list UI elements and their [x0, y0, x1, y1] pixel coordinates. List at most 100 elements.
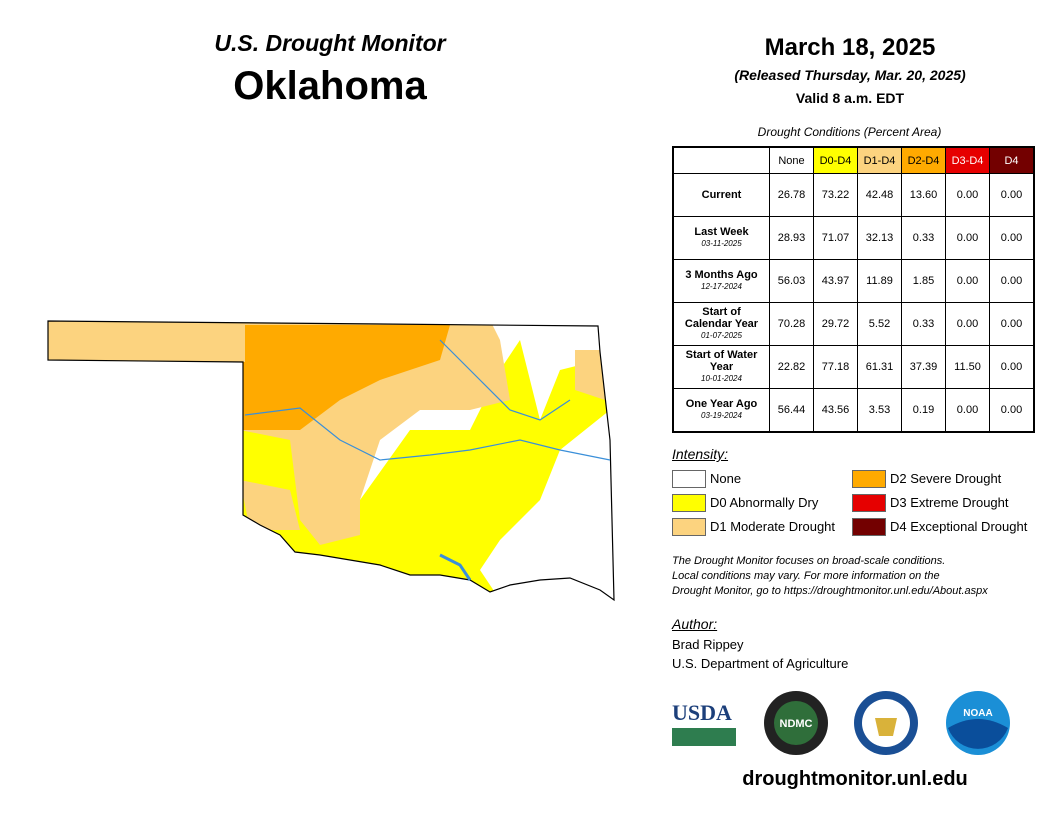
table-row: 3 Months Ago 12-17-2024 56.03 43.97 11.89 1.8… — [672, 259, 1035, 303]
ndmc-logo: NDMC — [764, 691, 828, 755]
cell-value: 0.00 — [989, 302, 1035, 346]
cell-value: 0.00 — [945, 259, 990, 303]
river — [439, 339, 571, 421]
usda-text: USDA — [672, 700, 732, 725]
note-line: The Drought Monitor focuses on broad-sca… — [672, 555, 946, 567]
table-row: Start of Calendar Year 01-07-2025 70.28 29.… — [672, 302, 1035, 346]
cell-value: 28.93 — [769, 216, 814, 260]
column-header: D0-D4 — [813, 146, 858, 174]
cell-value: 0.00 — [989, 345, 1035, 389]
cell-value: 77.18 — [813, 345, 858, 389]
cell-value: 56.44 — [769, 388, 814, 433]
cell-value: 0.33 — [901, 216, 946, 260]
author-org: U.S. Department of Agriculture — [672, 656, 849, 671]
legend-swatch — [852, 518, 886, 536]
row-label: Start of Calendar Year 01-07-2025 — [672, 302, 770, 346]
blank-cell — [673, 147, 770, 174]
cell-value: 0.19 — [901, 388, 946, 433]
row-date: 03-11-2025 — [701, 239, 742, 248]
seal-shield — [875, 718, 897, 736]
row-name: 3 Months Ago — [685, 269, 758, 281]
cell-value: 71.07 — [813, 216, 858, 260]
cell-value: 11.50 — [945, 345, 990, 389]
cell-value: 0.00 — [945, 388, 990, 433]
ndmc-text: NDMC — [780, 718, 813, 730]
legend-title: Intensity: — [672, 446, 729, 462]
usda-band — [672, 728, 736, 746]
cell-value: 0.00 — [989, 216, 1035, 260]
row-label: Current — [672, 173, 770, 217]
conditions-table: None D0-D4 D1-D4 D2-D4 D3-D4 D4 Current 26.78 73… — [672, 146, 1035, 433]
column-header: None — [769, 146, 814, 174]
author-name: Brad Rippey — [672, 637, 744, 652]
row-name: One Year Ago — [685, 398, 758, 410]
valid: Valid 8 a.m. EDT — [795, 90, 905, 106]
ndmc-center — [774, 701, 818, 745]
cell-value: 0.00 — [945, 216, 990, 260]
cell-value: 5.52 — [857, 302, 902, 346]
row-date: 01-07-2025 — [701, 331, 742, 340]
noaa-logo: NOAA — [946, 691, 1010, 755]
author-title: Author: — [672, 616, 718, 632]
cell-value: 70.28 — [769, 302, 814, 346]
legend-label: D2 Severe Drought — [890, 471, 1002, 486]
table-row: Last Week 03-11-2025 28.93 71.07 32.13 0.33 0.… — [672, 216, 1035, 260]
cell-value: 0.33 — [901, 302, 946, 346]
footer-url: droughtmonitor.unl.edu — [742, 768, 968, 790]
area-d1 — [240, 480, 300, 530]
cell-value: 29.72 — [813, 302, 858, 346]
note: The Drought Monitor focuses on broad-sca… — [672, 554, 988, 599]
cell-value: 56.03 — [769, 259, 814, 303]
area-d1 — [575, 350, 605, 400]
legend-swatch — [852, 470, 886, 488]
state: Oklahoma — [233, 64, 427, 108]
river — [244, 407, 611, 461]
map — [47, 320, 615, 602]
cell-value: 42.48 — [857, 173, 902, 217]
usda-logo: USDA — [672, 700, 736, 748]
column-header: D3-D4 — [945, 146, 990, 174]
cell-value: 11.89 — [857, 259, 902, 303]
legend-swatch — [672, 494, 706, 512]
area-d1 — [48, 321, 245, 362]
row-label: 3 Months Ago 12-17-2024 — [672, 259, 770, 303]
row-name: Current — [701, 189, 742, 201]
cell-value: 73.22 — [813, 173, 858, 217]
cell-value: 0.00 — [989, 388, 1035, 433]
legend-label: None — [710, 471, 742, 486]
table-caption: Drought Conditions (Percent Area) — [757, 125, 942, 139]
header-row: None D0-D4 D1-D4 D2-D4 D3-D4 D4 — [673, 146, 1035, 174]
row-name: Start of Water Year — [685, 349, 758, 373]
legend-label: D0 Abnormally Dry — [710, 495, 819, 510]
column-header: D4 — [989, 146, 1035, 174]
row-name: Start of Calendar Year — [684, 306, 759, 330]
drought-areas — [48, 321, 614, 600]
cell-value: 13.60 — [901, 173, 946, 217]
noaa-wave — [948, 719, 1008, 749]
note-line: Local conditions may vary. For more info… — [672, 570, 940, 582]
cell-value: 43.56 — [813, 388, 858, 433]
table-row: Start of Water Year 10-01-2024 22.82 77.18 6… — [672, 345, 1035, 389]
cell-value: 61.31 — [857, 345, 902, 389]
date: March 18, 2025 — [764, 34, 936, 61]
noaa-text: NOAA — [963, 708, 992, 719]
cell-value: 1.85 — [901, 259, 946, 303]
cell-value: 0.00 — [989, 173, 1035, 217]
legend-swatch — [852, 494, 886, 512]
legend-swatch — [672, 518, 706, 536]
note-line: Drought Monitor, go to https://droughtmo… — [672, 585, 988, 597]
state-outline — [47, 320, 615, 602]
commerce-logo — [854, 691, 918, 755]
cell-value: 37.39 — [901, 345, 946, 389]
table-row: Current 26.78 73.22 42.48 13.60 0.00 0.00 — [672, 173, 1035, 217]
legend-label: D1 Moderate Drought — [710, 519, 836, 534]
column-header: D1-D4 — [857, 146, 902, 174]
cell-value: 0.00 — [945, 302, 990, 346]
row-date: 10-01-2024 — [701, 374, 742, 383]
cell-value: 0.00 — [989, 259, 1035, 303]
lake — [439, 553, 472, 581]
row-label: One Year Ago 03-19-2024 — [672, 388, 770, 433]
legend-label: D4 Exceptional Drought — [890, 519, 1028, 534]
row-label: Start of Water Year 10-01-2024 — [672, 345, 770, 389]
